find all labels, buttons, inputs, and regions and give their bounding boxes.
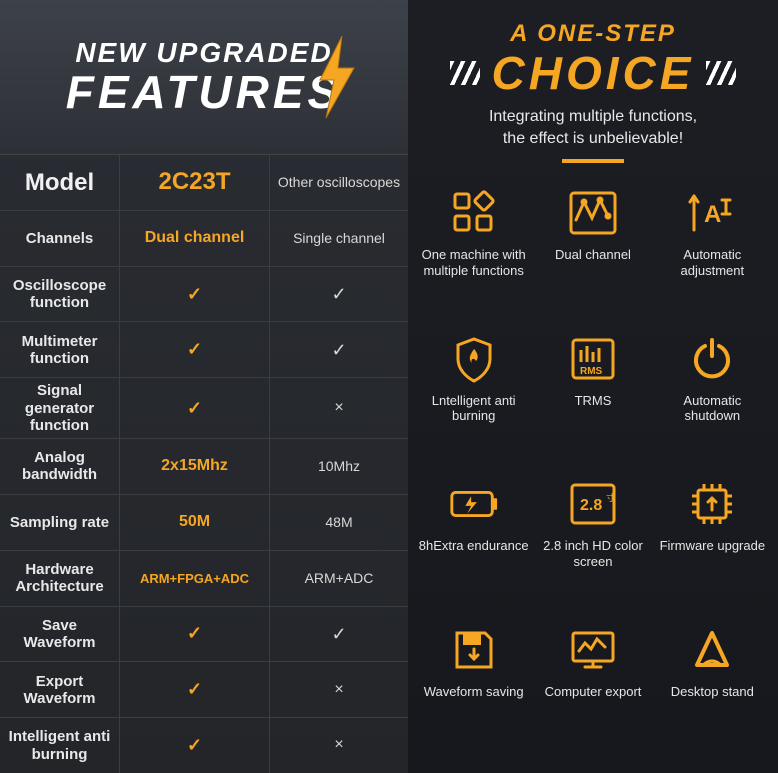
right-title-line2: CHOICE xyxy=(492,50,695,96)
svg-text:RMS: RMS xyxy=(580,366,603,377)
row-label: Sampling rate xyxy=(0,495,120,550)
multi-function-icon xyxy=(448,187,500,239)
row-label: Oscilloscope function xyxy=(0,267,120,322)
left-title: NEW UPGRADED FEATURES xyxy=(66,38,343,116)
row-val-other: ARM+ADC xyxy=(270,551,408,606)
left-title-line2: FEATURES xyxy=(66,68,343,116)
stand-icon xyxy=(686,624,738,676)
table-row: Analog bandwidth 2x15Mhz 10Mhz xyxy=(0,439,408,495)
export-icon xyxy=(567,624,619,676)
feature-item: 8hExtra endurance xyxy=(416,478,531,617)
table-row: Oscilloscope function ✓ ✓ xyxy=(0,267,408,323)
row-val-other: ✓ xyxy=(270,267,408,322)
comparison-table: Model 2C23T Other oscilloscopes Channels… xyxy=(0,155,408,773)
row-label: Export Waveform xyxy=(0,662,120,717)
table-row: Multimeter function ✓ ✓ xyxy=(0,322,408,378)
row-val-other: × xyxy=(270,378,408,438)
row-val-other: ✓ xyxy=(270,607,408,662)
dual-channel-icon xyxy=(567,187,619,239)
row-val-product: ✓ xyxy=(120,662,270,717)
header-other: Other oscilloscopes xyxy=(270,155,408,210)
feature-item: RMS TRMS xyxy=(535,333,650,472)
row-val-product: 50M xyxy=(120,495,270,550)
feature-item: One machine with multiple functions xyxy=(416,187,531,326)
row-val-other: × xyxy=(270,718,408,773)
left-panel: NEW UPGRADED FEATURES Model 2C23T Other … xyxy=(0,0,408,773)
row-val-product: ✓ xyxy=(120,378,270,438)
table-row: Sampling rate 50M 48M xyxy=(0,495,408,551)
svg-text:A: A xyxy=(704,201,721,228)
left-title-line1: NEW UPGRADED xyxy=(66,38,343,67)
row-label: Intelligent anti burning xyxy=(0,718,120,773)
feature-label: Automatic shutdown xyxy=(655,393,770,424)
save-icon xyxy=(448,624,500,676)
right-panel: A ONE-STEP CHOICE Integrating multiple f… xyxy=(408,0,778,773)
feature-item: Firmware upgrade xyxy=(655,478,770,617)
right-subtitle-line2: the effect is unbelievable! xyxy=(416,128,770,150)
feature-label: One machine with multiple functions xyxy=(416,247,531,278)
feature-item: Automatic shutdown xyxy=(655,333,770,472)
row-label: Analog bandwidth xyxy=(0,439,120,494)
row-val-product: ✓ xyxy=(120,607,270,662)
feature-item: Waveform saving xyxy=(416,624,531,763)
right-header: A ONE-STEP CHOICE Integrating multiple f… xyxy=(416,20,770,163)
accent-underline xyxy=(562,159,624,163)
shield-fire-icon xyxy=(448,333,500,385)
feature-label: Desktop stand xyxy=(669,684,756,700)
row-val-product: ARM+FPGA+ADC xyxy=(120,551,270,606)
header-product: 2C23T xyxy=(120,155,270,210)
svg-text:寸: 寸 xyxy=(606,492,615,503)
feature-item: A Automatic adjustment xyxy=(655,187,770,326)
feature-label: Computer export xyxy=(543,684,644,700)
feature-item: Computer export xyxy=(535,624,650,763)
feature-item: Lntelligent anti burning xyxy=(416,333,531,472)
row-val-product: 2x15Mhz xyxy=(120,439,270,494)
table-header-row: Model 2C23T Other oscilloscopes xyxy=(0,155,408,211)
row-val-other: 10Mhz xyxy=(270,439,408,494)
row-val-other: Single channel xyxy=(270,211,408,266)
feature-label: TRMS xyxy=(573,393,614,409)
row-val-other: ✓ xyxy=(270,322,408,377)
feature-label: Lntelligent anti burning xyxy=(416,393,531,424)
table-row: Channels Dual channel Single channel xyxy=(0,211,408,267)
rms-icon: RMS xyxy=(567,333,619,385)
feature-label: 8hExtra endurance xyxy=(417,538,531,554)
row-val-product: ✓ xyxy=(120,718,270,773)
row-label: Multimeter function xyxy=(0,322,120,377)
table-row: Save Waveform ✓ ✓ xyxy=(0,607,408,663)
row-label: Signal generator function xyxy=(0,378,120,438)
row-val-product: ✓ xyxy=(120,322,270,377)
row-label: Save Waveform xyxy=(0,607,120,662)
row-val-other: 48M xyxy=(270,495,408,550)
auto-adjust-icon: A xyxy=(686,187,738,239)
svg-text:2.8: 2.8 xyxy=(580,497,602,514)
right-title-line1: A ONE-STEP xyxy=(416,20,770,48)
feature-grid: One machine with multiple functions Dual… xyxy=(416,177,770,763)
row-label: Channels xyxy=(0,211,120,266)
header-model: Model xyxy=(0,155,120,210)
chip-icon xyxy=(686,478,738,530)
table-row: Hardware Architecture ARM+FPGA+ADC ARM+A… xyxy=(0,551,408,607)
feature-label: Automatic adjustment xyxy=(655,247,770,278)
power-icon xyxy=(686,333,738,385)
row-val-product: ✓ xyxy=(120,267,270,322)
table-row: Intelligent anti burning ✓ × xyxy=(0,718,408,773)
feature-label: Waveform saving xyxy=(422,684,526,700)
table-row: Signal generator function ✓ × xyxy=(0,378,408,439)
row-val-product: Dual channel xyxy=(120,211,270,266)
feature-item: Dual channel xyxy=(535,187,650,326)
row-val-other: × xyxy=(270,662,408,717)
table-row: Export Waveform ✓ × xyxy=(0,662,408,718)
feature-label: Dual channel xyxy=(553,247,633,263)
left-header: NEW UPGRADED FEATURES xyxy=(0,0,408,155)
feature-item: Desktop stand xyxy=(655,624,770,763)
feature-label: Firmware upgrade xyxy=(658,538,768,554)
right-subtitle-line1: Integrating multiple functions, xyxy=(416,106,770,128)
feature-item: 2.8 寸 2.8 inch HD color screen xyxy=(535,478,650,617)
row-label: Hardware Architecture xyxy=(0,551,120,606)
battery-icon xyxy=(448,478,500,530)
lightning-icon xyxy=(312,34,360,120)
screen-icon: 2.8 寸 xyxy=(567,478,619,530)
feature-label: 2.8 inch HD color screen xyxy=(535,538,650,569)
